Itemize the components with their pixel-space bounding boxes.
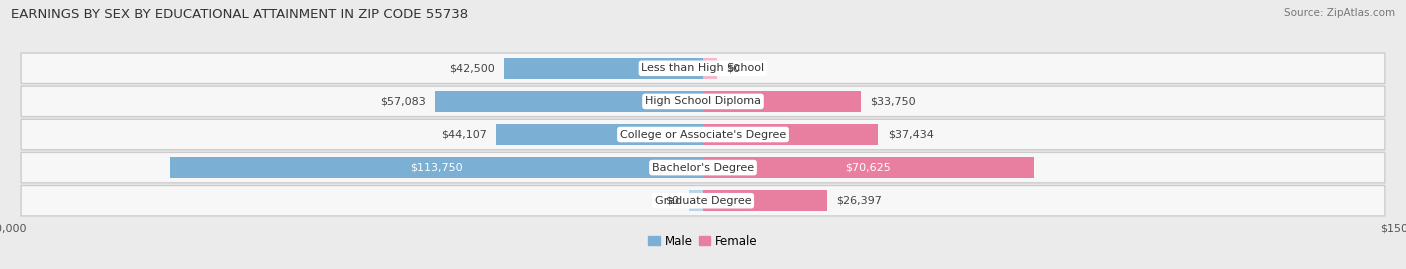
Bar bbox=[703, 190, 827, 211]
Text: College or Associate's Degree: College or Associate's Degree bbox=[620, 129, 786, 140]
Text: $42,500: $42,500 bbox=[449, 63, 495, 73]
Text: High School Diploma: High School Diploma bbox=[645, 96, 761, 107]
Legend: Male, Female: Male, Female bbox=[644, 230, 762, 253]
Text: $44,107: $44,107 bbox=[441, 129, 486, 140]
Bar bbox=[703, 157, 1033, 178]
FancyBboxPatch shape bbox=[21, 86, 1385, 117]
Text: Less than High School: Less than High School bbox=[641, 63, 765, 73]
Text: Source: ZipAtlas.com: Source: ZipAtlas.com bbox=[1284, 8, 1395, 18]
Text: $33,750: $33,750 bbox=[870, 96, 917, 107]
FancyBboxPatch shape bbox=[21, 186, 1385, 216]
Text: EARNINGS BY SEX BY EDUCATIONAL ATTAINMENT IN ZIP CODE 55738: EARNINGS BY SEX BY EDUCATIONAL ATTAINMEN… bbox=[11, 8, 468, 21]
Text: $113,750: $113,750 bbox=[411, 162, 463, 173]
Text: $26,397: $26,397 bbox=[837, 196, 882, 206]
Bar bbox=[170, 157, 703, 178]
Bar bbox=[496, 124, 703, 145]
Text: $37,434: $37,434 bbox=[887, 129, 934, 140]
FancyBboxPatch shape bbox=[21, 152, 1385, 183]
Text: $0: $0 bbox=[727, 63, 741, 73]
Bar bbox=[703, 58, 717, 79]
Bar bbox=[503, 58, 703, 79]
Bar bbox=[703, 124, 879, 145]
Bar bbox=[703, 91, 860, 112]
FancyBboxPatch shape bbox=[21, 119, 1385, 150]
Text: Bachelor's Degree: Bachelor's Degree bbox=[652, 162, 754, 173]
Text: Graduate Degree: Graduate Degree bbox=[655, 196, 751, 206]
Bar bbox=[689, 190, 703, 211]
Text: $70,625: $70,625 bbox=[845, 162, 891, 173]
Text: $57,083: $57,083 bbox=[381, 96, 426, 107]
Bar bbox=[436, 91, 703, 112]
FancyBboxPatch shape bbox=[21, 53, 1385, 83]
Text: $0: $0 bbox=[665, 196, 679, 206]
